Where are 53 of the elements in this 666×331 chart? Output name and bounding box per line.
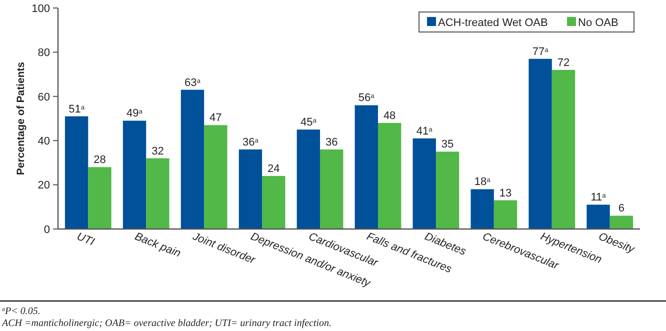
data-label: 41$^{a}$ (416, 125, 433, 138)
bar (122, 120, 146, 229)
bar (296, 130, 320, 229)
data-label: 11$^{a}$ (590, 192, 606, 204)
y-tick-label: 40 (38, 135, 50, 148)
y-tick-label: 0 (44, 224, 50, 236)
bar (354, 105, 378, 229)
data-label: 48 (383, 110, 396, 122)
bar (146, 158, 170, 229)
bar (528, 58, 552, 229)
data-label: 72 (557, 56, 570, 69)
data-label: 32 (152, 145, 164, 158)
bar (412, 138, 436, 229)
bar (204, 125, 228, 229)
data-label: 18$^{a}$ (474, 176, 491, 188)
bar (378, 122, 402, 229)
bar (238, 149, 262, 229)
data-label: 24 (268, 162, 280, 175)
text: ACH =manticholinergic; OAB= overactive bladder; UTI= urinary tract infection. (1, 318, 332, 329)
bar (262, 176, 286, 229)
text: $^{a}$P< 0.05. (2, 306, 40, 317)
data-label: 77$^{a}$ (532, 46, 549, 58)
legend-label: No OAB (578, 17, 618, 29)
bar (610, 216, 634, 229)
y-axis-title: Percentage of Patients (15, 62, 27, 176)
bar (494, 200, 518, 229)
data-label: 49$^{a}$ (126, 108, 143, 120)
y-tick-label: 60 (38, 91, 50, 104)
data-label: 45$^{a}$ (300, 116, 317, 129)
bar (88, 167, 112, 229)
bar (586, 204, 610, 229)
bar (64, 116, 88, 229)
data-label: 36 (325, 136, 338, 148)
y-tick-label: 20 (38, 180, 50, 192)
legend-label: ACH-treated Wet OAB (438, 17, 548, 29)
data-label: 28 (94, 154, 106, 166)
y-tick-label: 80 (38, 47, 50, 60)
x-tick-label: UTI (75, 230, 96, 248)
bar (180, 90, 204, 229)
data-label: 47 (210, 112, 222, 124)
bar (320, 149, 344, 229)
data-label: 63$^{a}$ (184, 76, 201, 89)
bar (470, 189, 494, 229)
data-label: 36$^{a}$ (242, 136, 259, 148)
bar (552, 70, 576, 229)
data-label: 56$^{a}$ (358, 92, 375, 104)
data-label: 6 (618, 202, 625, 215)
data-label: 35 (441, 138, 454, 151)
x-tick-label: Back pain (132, 230, 182, 260)
data-label: 13 (499, 187, 512, 200)
data-label: 51$^{a}$ (68, 103, 85, 116)
y-tick-label: 100 (32, 2, 50, 15)
bar (436, 152, 460, 229)
